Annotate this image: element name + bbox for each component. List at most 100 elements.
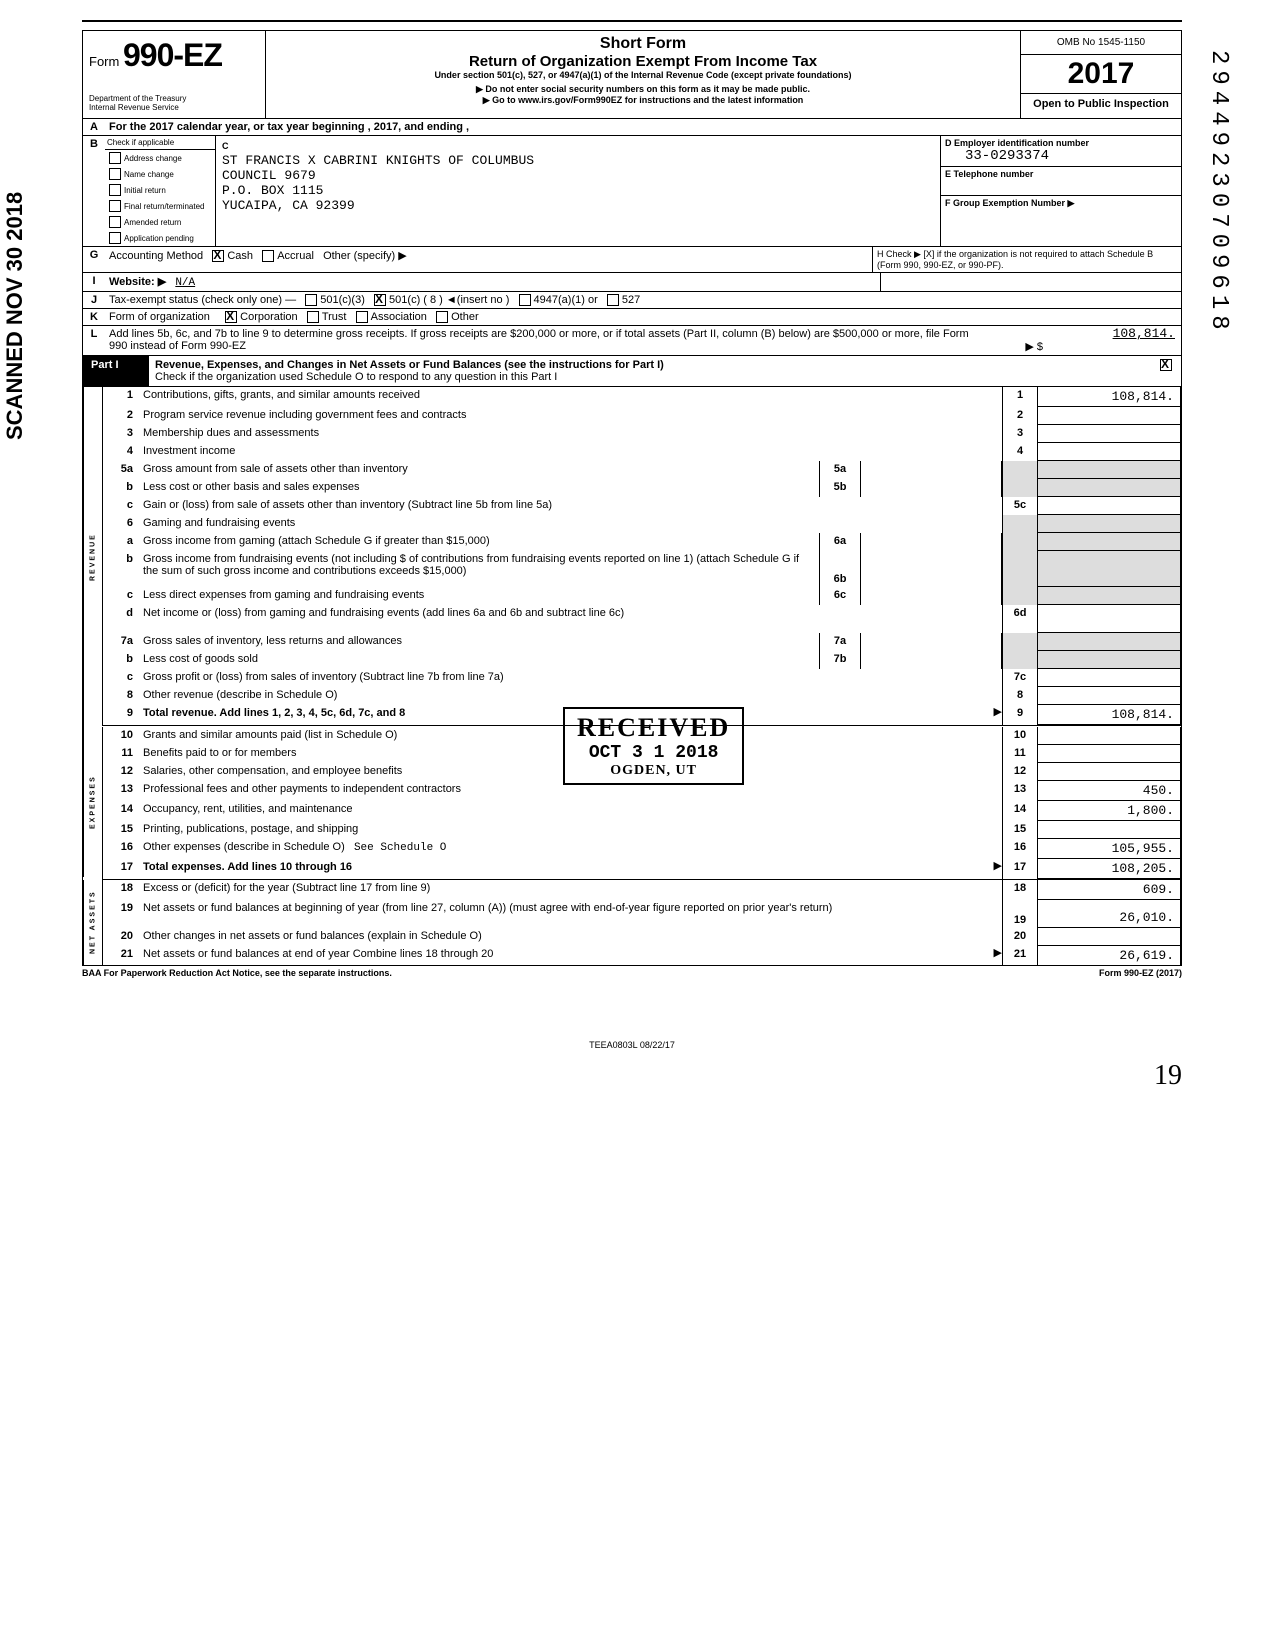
line-7b-desc: Less cost of goods sold [139, 651, 819, 669]
line-6c-desc: Less direct expenses from gaming and fun… [139, 587, 819, 605]
line-17-arrow: ▶ [986, 859, 1002, 879]
revenue-side-label: REVENUE [83, 387, 102, 727]
line-18-desc: Excess or (deficit) for the year (Subtra… [139, 880, 1002, 900]
goto: ▶ Go to www.irs.gov/Form990EZ for instru… [272, 95, 1014, 106]
line-5b-desc: Less cost or other basis and sales expen… [139, 479, 819, 497]
line-2-desc: Program service revenue including govern… [139, 407, 1002, 425]
corp-checkbox[interactable] [225, 311, 237, 323]
opt-address[interactable]: Address change [105, 150, 215, 166]
org-name-2: COUNCIL 9679 [222, 168, 316, 183]
baa-right: Form 990-EZ (2017) [1099, 968, 1182, 978]
501c-checkbox[interactable] [374, 294, 386, 306]
section-bcdef: B Check if applicable Address change Nam… [82, 136, 1182, 247]
schedule-o-checkbox[interactable] [1160, 359, 1172, 371]
letter-c: C [222, 141, 229, 151]
letter-k: K [83, 309, 105, 325]
line-10-val [1037, 727, 1180, 745]
line-6b-box: 6b [819, 551, 861, 587]
scanned-stamp: SCANNED NOV 30 2018 [2, 192, 28, 440]
line-19-val: 26,010. [1037, 900, 1180, 928]
line-5c-desc: Gain or (loss) from sale of assets other… [139, 497, 1002, 515]
4947-checkbox[interactable] [519, 294, 531, 306]
line-i: I Website: ▶ N/A [82, 273, 1182, 292]
line-7b-box: 7b [819, 651, 861, 669]
line-l-text: Add lines 5b, 6c, and 7b to line 9 to de… [105, 326, 991, 355]
e-label: E Telephone number [945, 169, 1177, 179]
box-f: F Group Exemption Number ▶ [941, 196, 1181, 211]
line-19-desc: Net assets or fund balances at beginning… [139, 900, 1002, 928]
line-12-val [1037, 763, 1180, 781]
line-5a-box: 5a [819, 461, 861, 479]
box-d: D Employer identification number 33-0293… [941, 136, 1181, 167]
line-g-content: Accounting Method Cash Accrual Other (sp… [105, 247, 872, 272]
opt-pending[interactable]: Application pending [105, 230, 215, 246]
line-17-desc: Total expenses. Add lines 10 through 16 [139, 859, 986, 879]
org-addr-2: YUCAIPA, CA 92399 [222, 198, 355, 213]
other-checkbox[interactable] [436, 311, 448, 323]
line-j: J Tax-exempt status (check only one) — 5… [82, 292, 1182, 309]
line-20-desc: Other changes in net assets or fund bala… [139, 928, 1002, 946]
letter-b: B [83, 136, 105, 246]
org-name-address: C ST FRANCIS X CABRINI KNIGHTS OF COLUMB… [216, 136, 941, 246]
line-l-arrow: ▶ $ [991, 326, 1045, 355]
form-prefix: Form [89, 54, 119, 69]
received-text: RECEIVED [577, 713, 730, 743]
d-label: D Employer identification number [945, 138, 1177, 148]
opt-name[interactable]: Name change [105, 166, 215, 182]
part1-label: Part I [83, 356, 149, 386]
open-public: Open to Public Inspection [1021, 94, 1181, 114]
line-gh: G Accounting Method Cash Accrual Other (… [82, 247, 1182, 273]
line-18-val: 609. [1037, 880, 1180, 900]
opt-amended[interactable]: Amended return [105, 214, 215, 230]
line-14-desc: Occupancy, rent, utilities, and maintena… [139, 801, 1002, 821]
revenue-section: REVENUE 1Contributions, gifts, grants, a… [82, 387, 1182, 727]
line-21-val: 26,619. [1037, 946, 1180, 965]
assoc-checkbox[interactable] [356, 311, 368, 323]
de-column: D Employer identification number 33-0293… [941, 136, 1181, 246]
netassets-section: NET ASSETS 18Excess or (deficit) for the… [82, 880, 1182, 966]
subtitle: Under section 501(c), 527, or 4947(a)(1)… [272, 70, 1014, 80]
line-k: K Form of organization Corporation Trust… [82, 309, 1182, 326]
line-5b-box: 5b [819, 479, 861, 497]
baa-footer: BAA For Paperwork Reduction Act Notice, … [82, 966, 1182, 980]
title-box: Short Form Return of Organization Exempt… [266, 31, 1021, 118]
ein-value: 33-0293374 [945, 148, 1177, 164]
expenses-side-label: EXPENSES [83, 727, 102, 877]
line-16-val: 105,955. [1037, 839, 1180, 859]
received-stamp: RECEIVED OCT 3 1 2018 OGDEN, UT [563, 707, 744, 785]
line-15-desc: Printing, publications, postage, and shi… [139, 821, 1002, 839]
527-checkbox[interactable] [607, 294, 619, 306]
line-11-val [1037, 745, 1180, 763]
box-e: E Telephone number [941, 167, 1181, 196]
opt-initial[interactable]: Initial return [105, 182, 215, 198]
line-1-val: 108,814. [1037, 387, 1180, 407]
line-5a-desc: Gross amount from sale of assets other t… [139, 461, 819, 479]
warning: ▶ Do not enter social security numbers o… [272, 84, 1014, 95]
opt-final[interactable]: Final return/terminated [105, 198, 215, 214]
line-15-val [1037, 821, 1180, 839]
501c3-checkbox[interactable] [305, 294, 317, 306]
expenses-section: EXPENSES 10Grants and similar amounts pa… [82, 727, 1182, 880]
line-6a-desc: Gross income from gaming (attach Schedul… [139, 533, 819, 551]
accrual-checkbox[interactable] [262, 250, 274, 262]
form-header: Form 990-EZ Department of the Treasury I… [82, 30, 1182, 119]
check-applicable-col: Check if applicable Address change Name … [105, 136, 216, 246]
line-k-content: Form of organization Corporation Trust A… [105, 309, 1181, 325]
trust-checkbox[interactable] [307, 311, 319, 323]
letter-l: L [83, 326, 105, 355]
line-3-desc: Membership dues and assessments [139, 425, 1002, 443]
line-7c-val [1037, 669, 1180, 687]
tax-year: 2017 [1021, 55, 1181, 94]
line-8-desc: Other revenue (describe in Schedule O) [139, 687, 1002, 705]
check-header: Check if applicable [105, 136, 215, 150]
line-9-val: 108,814. [1037, 705, 1180, 725]
baa-left: BAA For Paperwork Reduction Act Notice, … [82, 968, 392, 978]
line-6d-val [1037, 605, 1180, 633]
org-addr-1: P.O. BOX 1115 [222, 183, 323, 198]
cash-checkbox[interactable] [212, 250, 224, 262]
line-6-desc: Gaming and fundraising events [139, 515, 1002, 533]
line-7a-desc: Gross sales of inventory, less returns a… [139, 633, 819, 651]
form-number-box: Form 990-EZ Department of the Treasury I… [83, 31, 266, 118]
short-form: Short Form [272, 35, 1014, 53]
top-border [82, 20, 1182, 22]
